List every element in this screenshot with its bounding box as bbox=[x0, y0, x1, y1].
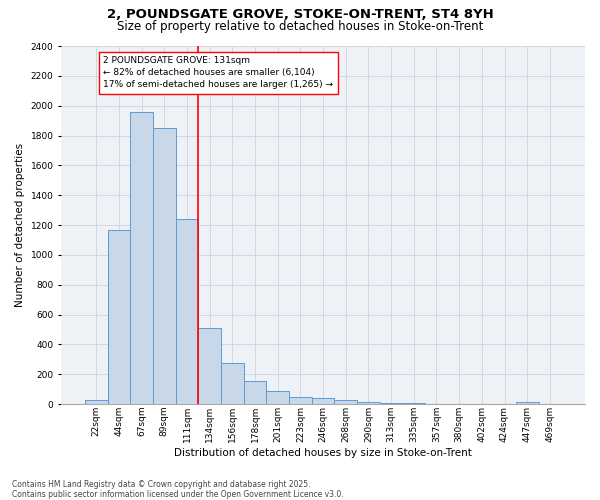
Bar bbox=[266, 390, 289, 404]
Text: 2 POUNDSGATE GROVE: 131sqm
← 82% of detached houses are smaller (6,104)
17% of s: 2 POUNDSGATE GROVE: 131sqm ← 82% of deta… bbox=[103, 56, 333, 89]
Bar bbox=[334, 400, 357, 404]
Bar bbox=[221, 363, 244, 404]
Bar bbox=[85, 400, 107, 404]
Bar bbox=[357, 402, 380, 404]
Bar bbox=[199, 328, 221, 404]
Bar bbox=[289, 397, 312, 404]
Text: Size of property relative to detached houses in Stoke-on-Trent: Size of property relative to detached ho… bbox=[117, 20, 483, 33]
X-axis label: Distribution of detached houses by size in Stoke-on-Trent: Distribution of detached houses by size … bbox=[174, 448, 472, 458]
Bar bbox=[516, 402, 539, 404]
Bar bbox=[380, 402, 403, 404]
Bar bbox=[312, 398, 334, 404]
Text: Contains HM Land Registry data © Crown copyright and database right 2025.
Contai: Contains HM Land Registry data © Crown c… bbox=[12, 480, 344, 499]
Bar bbox=[130, 112, 153, 404]
Bar bbox=[176, 219, 199, 404]
Bar bbox=[107, 230, 130, 404]
Text: 2, POUNDSGATE GROVE, STOKE-ON-TRENT, ST4 8YH: 2, POUNDSGATE GROVE, STOKE-ON-TRENT, ST4… bbox=[107, 8, 493, 20]
Y-axis label: Number of detached properties: Number of detached properties bbox=[15, 143, 25, 307]
Bar bbox=[244, 381, 266, 404]
Bar bbox=[153, 128, 176, 404]
